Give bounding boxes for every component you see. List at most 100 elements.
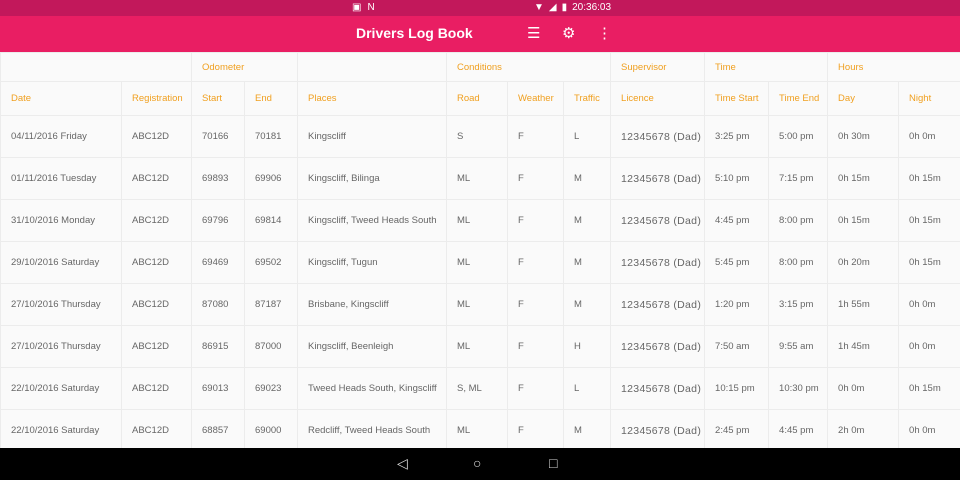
table-row[interactable]: 22/10/2016 Saturday ABC12D 69013 69023 Tweed… <box>0 367 960 410</box>
cell-road: ML <box>446 409 508 452</box>
table-row[interactable]: 01/11/2016 Tuesday ABC12D 69893 69906 Kingsc… <box>0 157 960 200</box>
group-conditions: Conditions <box>445 52 612 82</box>
cell-road: ML <box>446 199 508 242</box>
wifi-icon: ▼ <box>534 2 544 13</box>
table-row[interactable]: 22/10/2016 Saturday ABC12D 68857 69000 Redcl… <box>0 409 960 452</box>
cell-time-start: 5:10 pm <box>704 157 770 200</box>
cell-end: 87000 <box>244 325 298 368</box>
cell-registration: ABC12D <box>121 199 192 242</box>
cell-places: Kingscliff, Beenleigh <box>297 325 447 368</box>
cell-traffic: M <box>562 409 612 452</box>
cell-date: 01/11/2016 Tuesday <box>0 157 122 200</box>
cell-time-start: 7:50 am <box>704 325 770 368</box>
cell-licence: 12345678 (Dad) <box>610 367 706 410</box>
column-header-day: Day <box>827 81 900 116</box>
cell-registration: ABC12D <box>121 157 192 200</box>
cell-night: 0h 15m <box>898 157 960 200</box>
cell-end: 70181 <box>244 115 298 158</box>
n-icon: N <box>367 2 375 13</box>
home-icon[interactable]: ○ <box>473 455 482 471</box>
cell-licence: 12345678 (Dad) <box>610 241 706 284</box>
column-header-places: Places <box>297 81 447 116</box>
group-supervisor: Supervisor <box>610 52 706 82</box>
column-header-end: End <box>244 81 298 116</box>
table-row[interactable]: 04/11/2016 Friday ABC12D 70166 70181 Kingscl… <box>0 115 960 158</box>
group-empty <box>0 52 192 82</box>
cell-time-start: 4:45 pm <box>704 199 770 242</box>
cell-licence: 12345678 (Dad) <box>610 115 706 158</box>
more-vert-icon[interactable]: ⋮ <box>597 25 612 42</box>
cell-weather: F <box>507 283 564 326</box>
status-bar: ▣ N ▼ ◢ ▮ 20:36:03 <box>0 0 960 16</box>
cell-time-start: 10:15 pm <box>704 367 770 410</box>
cell-licence: 12345678 (Dad) <box>610 199 706 242</box>
column-header-time-start: Time Start <box>704 81 770 116</box>
column-header-weather: Weather <box>507 81 564 116</box>
cell-registration: ABC12D <box>121 283 192 326</box>
cell-traffic: M <box>562 283 612 326</box>
group-time: Time <box>704 52 829 82</box>
cell-time-start: 3:25 pm <box>704 115 770 158</box>
cell-start: 69469 <box>191 241 245 284</box>
table-row[interactable]: 31/10/2016 Monday ABC12D 69796 69814 Kingscl… <box>0 199 960 242</box>
cell-registration: ABC12D <box>121 367 192 410</box>
signal-icon: ◢ <box>548 2 557 13</box>
cell-end: 69023 <box>244 367 298 410</box>
cell-date: 22/10/2016 Saturday <box>0 367 122 410</box>
cell-start: 68857 <box>191 409 245 452</box>
table-row[interactable]: 27/10/2016 Thursday ABC12D 86915 87000 Kings… <box>0 325 960 368</box>
cell-places: Brisbane, Kingscliff <box>297 283 447 326</box>
cell-end: 69814 <box>244 199 298 242</box>
cell-registration: ABC12D <box>121 115 192 158</box>
cell-date: 22/10/2016 Saturday <box>0 409 122 452</box>
cell-time-end: 5:00 pm <box>768 115 829 158</box>
cell-places: Kingscliff <box>297 115 447 158</box>
cell-night: 0h 0m <box>898 409 960 452</box>
cell-night: 0h 15m <box>898 241 960 284</box>
cell-licence: 12345678 (Dad) <box>610 157 706 200</box>
column-header-night: Night <box>898 81 960 116</box>
cell-start: 69893 <box>191 157 245 200</box>
group-odometer: Odometer <box>191 52 298 82</box>
recents-icon[interactable]: □ <box>549 455 558 471</box>
cell-start: 86915 <box>191 325 245 368</box>
cell-traffic: L <box>562 367 612 410</box>
cell-time-end: 7:15 pm <box>768 157 829 200</box>
cell-date: 04/11/2016 Friday <box>0 115 122 158</box>
group-hours: Hours <box>827 52 960 82</box>
cell-places: Kingscliff, Tweed Heads South <box>297 199 447 242</box>
column-header-road: Road <box>446 81 508 116</box>
cell-night: 0h 0m <box>898 115 960 158</box>
cell-road: ML <box>446 283 508 326</box>
column-header-licence: Licence <box>610 81 706 116</box>
cell-day: 1h 55m <box>827 283 900 326</box>
cell-day: 0h 20m <box>827 241 900 284</box>
table-row[interactable]: 27/10/2016 Thursday ABC12D 87080 87187 Brisb… <box>0 283 960 326</box>
table-row[interactable]: 29/10/2016 Saturday ABC12D 69469 69502 Kings… <box>0 241 960 284</box>
app-title: Drivers Log Book <box>356 25 473 41</box>
cell-time-end: 9:55 am <box>768 325 829 368</box>
cell-places: Kingscliff, Tugun <box>297 241 447 284</box>
cell-road: S, ML <box>446 367 508 410</box>
cell-traffic: M <box>562 199 612 242</box>
cell-traffic: M <box>562 241 612 284</box>
cell-time-end: 10:30 pm <box>768 367 829 410</box>
column-header-registration: Registration <box>121 81 192 116</box>
cell-day: 2h 0m <box>827 409 900 452</box>
settings-icon[interactable]: ⚙ <box>562 25 576 42</box>
list-icon[interactable]: ☰ <box>527 25 541 42</box>
cell-time-start: 1:20 pm <box>704 283 770 326</box>
cell-night: 0h 15m <box>898 367 960 410</box>
cell-end: 69502 <box>244 241 298 284</box>
back-icon[interactable]: ◁ <box>397 455 408 471</box>
cell-night: 0h 15m <box>898 199 960 242</box>
cell-night: 0h 0m <box>898 283 960 326</box>
column-header-date: Date <box>0 81 122 116</box>
cell-weather: F <box>507 409 564 452</box>
cell-day: 0h 15m <box>827 157 900 200</box>
cell-licence: 12345678 (Dad) <box>610 409 706 452</box>
cell-road: ML <box>446 241 508 284</box>
cell-time-end: 4:45 pm <box>768 409 829 452</box>
cell-weather: F <box>507 367 564 410</box>
app-bar: Drivers Log Book ☰ ⚙ ⋮ <box>0 16 960 52</box>
